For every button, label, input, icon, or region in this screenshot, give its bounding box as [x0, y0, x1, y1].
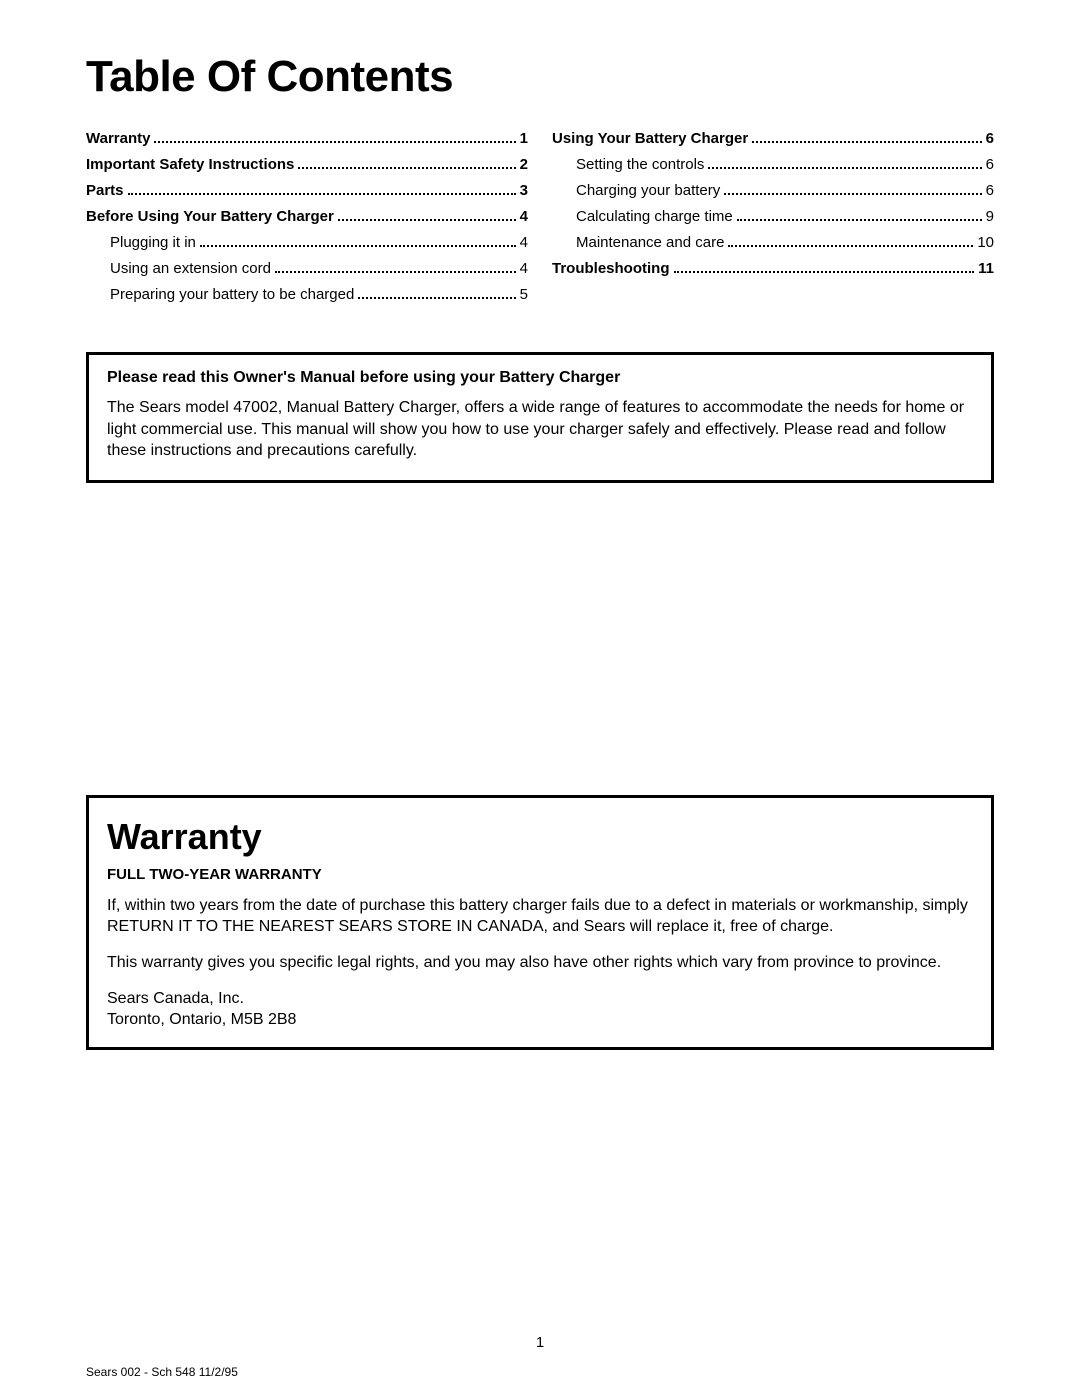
toc-label: Before Using Your Battery Charger — [86, 208, 334, 225]
toc-page-number: 2 — [520, 156, 528, 173]
toc-leader-dots — [674, 271, 975, 273]
toc-label: Setting the controls — [576, 156, 704, 173]
notice-heading: Please read this Owner's Manual before u… — [107, 369, 973, 387]
toc-page-number: 4 — [520, 260, 528, 277]
toc-row: Plugging it in 4 — [86, 234, 528, 251]
warranty-paragraph-2: This warranty gives you specific legal r… — [107, 952, 973, 974]
toc-row: Using Your Battery Charger 6 — [552, 130, 994, 147]
toc-row: Using an extension cord 4 — [86, 260, 528, 277]
toc-page-number: 4 — [520, 208, 528, 225]
toc-leader-dots — [728, 245, 973, 247]
toc-row: Charging your battery 6 — [552, 182, 994, 199]
toc-leader-dots — [128, 193, 516, 195]
toc-leader-dots — [358, 297, 515, 299]
toc-leader-dots — [752, 141, 981, 143]
toc-row: Calculating charge time 9 — [552, 208, 994, 225]
toc-page-number: 3 — [520, 182, 528, 199]
toc-row: Warranty 1 — [86, 130, 528, 147]
toc-leader-dots — [154, 141, 515, 143]
toc-label: Charging your battery — [576, 182, 720, 199]
warranty-company: Sears Canada, Inc. — [107, 990, 244, 1007]
toc-label: Warranty — [86, 130, 150, 147]
toc-row: Preparing your battery to be charged 5 — [86, 286, 528, 303]
toc-row: Important Safety Instructions 2 — [86, 156, 528, 173]
toc-leader-dots — [298, 167, 515, 169]
warranty-address: Sears Canada, Inc. Toronto, Ontario, M5B… — [107, 988, 973, 1031]
toc-page-number: 5 — [520, 286, 528, 303]
warranty-subtitle: FULL TWO-YEAR WARRANTY — [107, 866, 973, 883]
toc-page-number: 11 — [978, 260, 994, 277]
toc-page-number: 6 — [986, 182, 994, 199]
toc-label: Using an extension cord — [110, 260, 271, 277]
notice-body: The Sears model 47002, Manual Battery Ch… — [107, 397, 973, 462]
toc-leader-dots — [275, 271, 516, 273]
toc-leader-dots — [708, 167, 981, 169]
toc-leader-dots — [724, 193, 981, 195]
toc-page-number: 9 — [986, 208, 994, 225]
toc-column-left: Warranty 1 Important Safety Instructions 2 P… — [86, 130, 528, 312]
warranty-city: Toronto, Ontario, M5B 2B8 — [107, 1011, 296, 1028]
warranty-box: Warranty FULL TWO-YEAR WARRANTY If, with… — [86, 795, 994, 1050]
toc-row: Setting the controls 6 — [552, 156, 994, 173]
table-of-contents: Warranty 1 Important Safety Instructions 2 P… — [86, 130, 994, 312]
toc-label: Troubleshooting — [552, 260, 670, 277]
toc-label: Parts — [86, 182, 124, 199]
toc-label: Preparing your battery to be charged — [110, 286, 354, 303]
notice-box: Please read this Owner's Manual before u… — [86, 352, 994, 483]
page-number: 1 — [0, 1334, 1080, 1351]
page: Table Of Contents Warranty 1 Important Saf… — [0, 0, 1080, 1397]
warranty-paragraph-1: If, within two years from the date of pu… — [107, 895, 973, 938]
toc-page-number: 4 — [520, 234, 528, 251]
toc-row: Maintenance and care 10 — [552, 234, 994, 251]
toc-label: Using Your Battery Charger — [552, 130, 748, 147]
toc-page-number: 10 — [977, 234, 994, 251]
toc-row: Before Using Your Battery Charger 4 — [86, 208, 528, 225]
toc-row: Parts 3 — [86, 182, 528, 199]
toc-row: Troubleshooting 11 — [552, 260, 994, 277]
toc-page-number: 1 — [520, 130, 528, 147]
toc-page-number: 6 — [986, 130, 994, 147]
page-title: Table Of Contents — [86, 52, 994, 102]
toc-label: Maintenance and care — [576, 234, 724, 251]
toc-label: Calculating charge time — [576, 208, 733, 225]
footer-note: Sears 002 - Sch 548 11/2/95 — [86, 1365, 238, 1379]
toc-leader-dots — [737, 219, 982, 221]
toc-leader-dots — [200, 245, 516, 247]
toc-label: Plugging it in — [110, 234, 196, 251]
toc-column-right: Using Your Battery Charger6Setting the c… — [552, 130, 994, 312]
toc-page-number: 6 — [986, 156, 994, 173]
toc-leader-dots — [338, 219, 516, 221]
warranty-title: Warranty — [107, 816, 973, 858]
toc-label: Important Safety Instructions — [86, 156, 294, 173]
